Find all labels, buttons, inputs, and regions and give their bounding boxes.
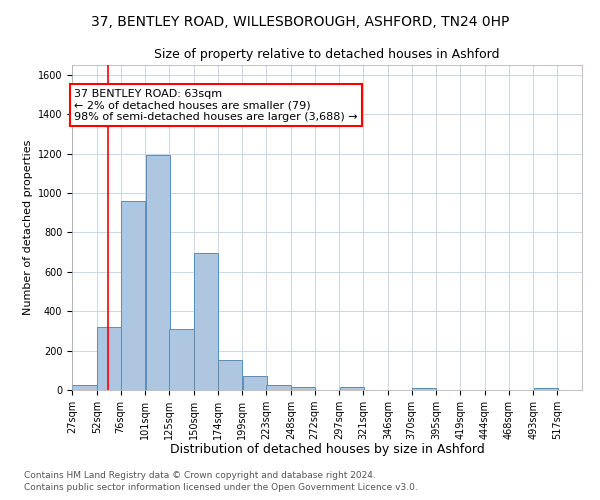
Bar [412,388,436,390]
Bar [242,376,267,390]
X-axis label: Distribution of detached houses by size in Ashford: Distribution of detached houses by size … [170,444,484,456]
Bar [266,385,290,390]
Bar [121,201,145,390]
Bar [97,327,121,390]
Title: Size of property relative to detached houses in Ashford: Size of property relative to detached ho… [154,48,500,61]
Bar [291,387,316,390]
Bar [72,385,97,390]
Text: Contains public sector information licensed under the Open Government Licence v3: Contains public sector information licen… [24,483,418,492]
Y-axis label: Number of detached properties: Number of detached properties [23,140,34,315]
Bar [169,329,194,390]
Bar [146,154,170,390]
Text: 37 BENTLEY ROAD: 63sqm
← 2% of detached houses are smaller (79)
98% of semi-deta: 37 BENTLEY ROAD: 63sqm ← 2% of detached … [74,88,358,122]
Text: 37, BENTLEY ROAD, WILLESBOROUGH, ASHFORD, TN24 0HP: 37, BENTLEY ROAD, WILLESBOROUGH, ASHFORD… [91,16,509,30]
Text: Contains HM Land Registry data © Crown copyright and database right 2024.: Contains HM Land Registry data © Crown c… [24,470,376,480]
Bar [534,388,558,390]
Bar [218,360,242,390]
Bar [340,387,364,390]
Bar [194,253,218,390]
